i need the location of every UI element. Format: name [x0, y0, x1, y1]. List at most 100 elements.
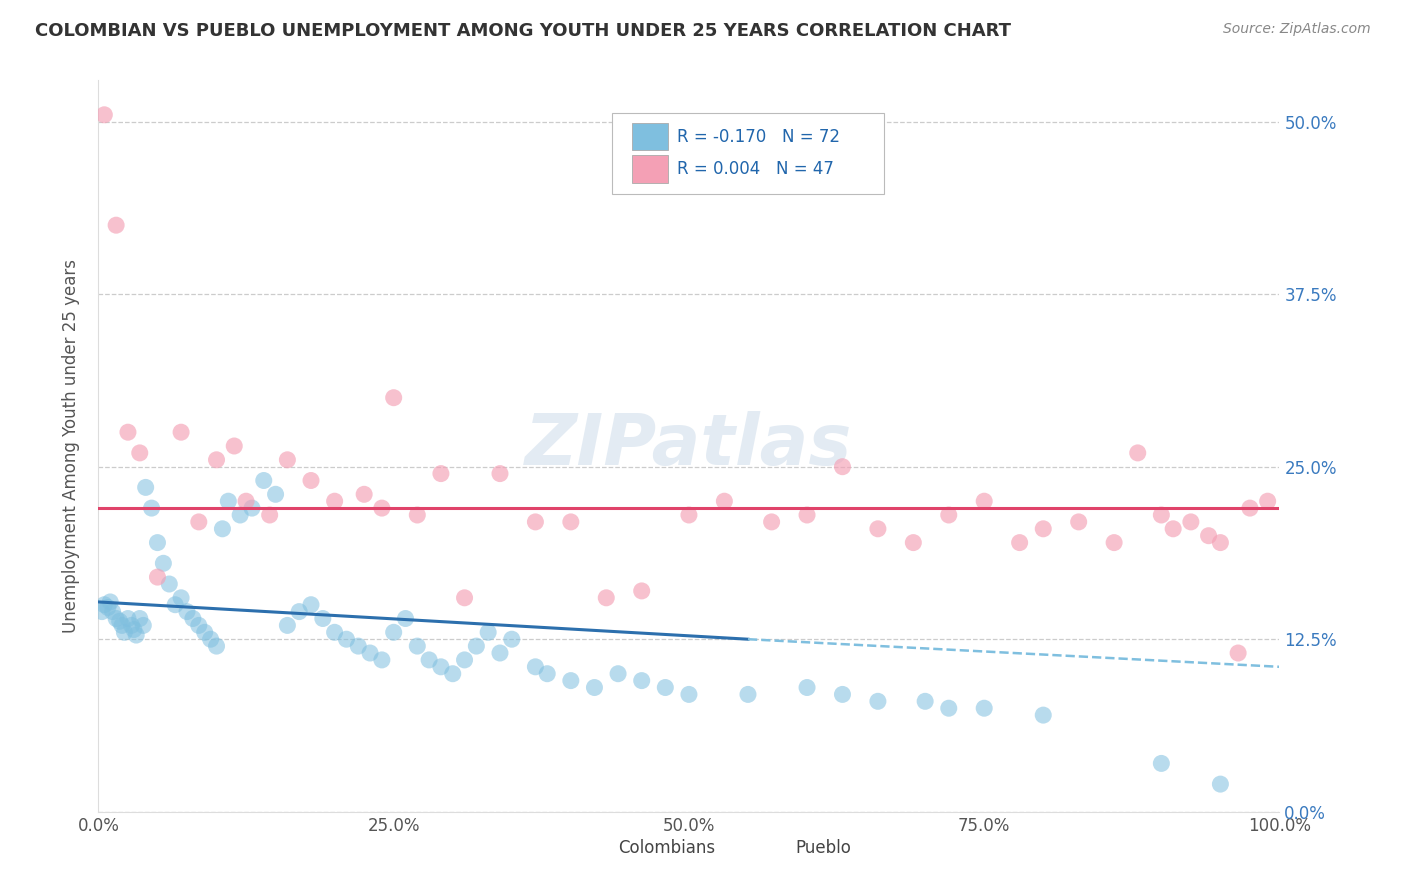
Point [93, 598, 115, 612]
Point [489, 467, 512, 481]
Point [1032, 522, 1054, 536]
Text: Source: ZipAtlas.com: Source: ZipAtlas.com [1223, 22, 1371, 37]
Point [211, 522, 233, 536]
Point [465, 639, 488, 653]
Point [1257, 494, 1279, 508]
Point [312, 611, 335, 625]
Point [1008, 535, 1031, 549]
Point [453, 653, 475, 667]
Point [135, 480, 157, 494]
Point [796, 508, 818, 522]
Point [141, 501, 163, 516]
Point [299, 474, 322, 488]
Point [323, 625, 346, 640]
Bar [759, 832, 789, 863]
Point [831, 459, 853, 474]
Point [441, 666, 464, 681]
Point [382, 625, 405, 640]
Point [595, 591, 617, 605]
Point [418, 653, 440, 667]
Point [583, 681, 606, 695]
Point [276, 452, 298, 467]
Point [152, 557, 174, 571]
Point [938, 701, 960, 715]
Point [112, 625, 135, 640]
Point [430, 467, 453, 481]
Point [170, 425, 193, 440]
Point [903, 535, 925, 549]
Point [323, 494, 346, 508]
Point [630, 673, 652, 688]
Point [1161, 522, 1184, 536]
Point [1126, 446, 1149, 460]
Point [181, 611, 204, 625]
Point [713, 494, 735, 508]
Point [108, 614, 131, 628]
Point [866, 694, 889, 708]
Point [187, 515, 209, 529]
Point [524, 515, 547, 529]
Point [205, 452, 228, 467]
Point [477, 625, 499, 640]
Point [430, 660, 453, 674]
Point [101, 605, 124, 619]
Point [453, 591, 475, 605]
Point [359, 646, 381, 660]
Bar [633, 155, 668, 183]
Point [97, 600, 120, 615]
Point [93, 108, 115, 122]
Point [1102, 535, 1125, 549]
Point [1150, 756, 1173, 771]
Point [200, 632, 222, 647]
Text: R = -0.170   N = 72: R = -0.170 N = 72 [678, 128, 841, 145]
Point [654, 681, 676, 695]
Point [796, 681, 818, 695]
Point [371, 501, 394, 516]
Point [264, 487, 287, 501]
Point [187, 618, 209, 632]
Point [973, 701, 995, 715]
Text: R = 0.004   N = 47: R = 0.004 N = 47 [678, 160, 834, 178]
Point [524, 660, 547, 674]
Point [831, 687, 853, 701]
Point [501, 632, 523, 647]
Point [253, 474, 276, 488]
Point [1209, 777, 1232, 791]
Point [1198, 529, 1220, 543]
Point [406, 508, 429, 522]
Y-axis label: Unemployment Among Youth under 25 years: Unemployment Among Youth under 25 years [62, 259, 80, 633]
Point [406, 639, 429, 653]
Point [98, 595, 121, 609]
Point [259, 508, 281, 522]
Point [1180, 515, 1202, 529]
Point [117, 425, 139, 440]
Point [217, 494, 239, 508]
Point [128, 611, 150, 625]
Point [122, 623, 145, 637]
Point [170, 591, 193, 605]
Point [235, 494, 257, 508]
Point [165, 598, 187, 612]
Point [394, 611, 416, 625]
Point [489, 646, 512, 660]
Point [125, 628, 148, 642]
Point [128, 446, 150, 460]
Point [607, 666, 630, 681]
Point [678, 687, 700, 701]
Point [347, 639, 370, 653]
Point [146, 570, 169, 584]
Point [1067, 515, 1090, 529]
Point [1227, 646, 1250, 660]
Point [157, 577, 180, 591]
Point [678, 508, 700, 522]
Bar [582, 832, 612, 863]
Point [761, 515, 783, 529]
Point [353, 487, 375, 501]
Point [737, 687, 759, 701]
Text: ZIPatlas: ZIPatlas [526, 411, 852, 481]
Point [938, 508, 960, 522]
Point [1239, 501, 1261, 516]
Point [335, 632, 357, 647]
Point [630, 583, 652, 598]
Point [299, 598, 322, 612]
